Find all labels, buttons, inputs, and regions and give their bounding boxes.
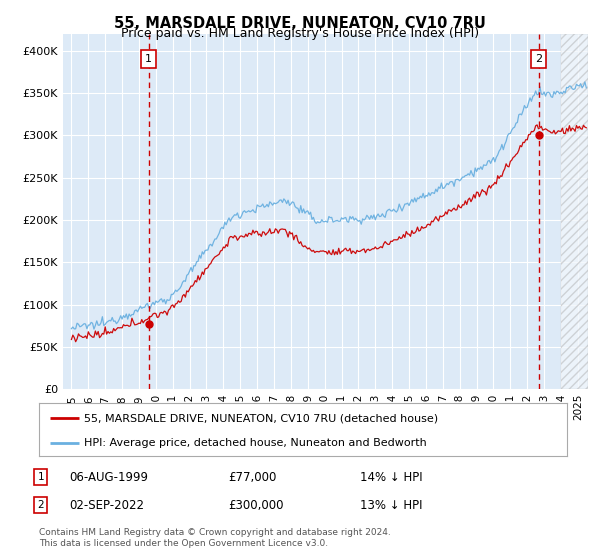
Text: 1: 1 bbox=[145, 54, 152, 64]
Text: 13% ↓ HPI: 13% ↓ HPI bbox=[360, 498, 422, 512]
Text: £77,000: £77,000 bbox=[228, 470, 277, 484]
Text: 1: 1 bbox=[37, 472, 44, 482]
Bar bbox=[561, 34, 588, 389]
Text: Contains HM Land Registry data © Crown copyright and database right 2024.
This d: Contains HM Land Registry data © Crown c… bbox=[39, 528, 391, 548]
Text: 06-AUG-1999: 06-AUG-1999 bbox=[69, 470, 148, 484]
Bar bbox=[561, 34, 588, 389]
Text: 14% ↓ HPI: 14% ↓ HPI bbox=[360, 470, 422, 484]
Text: Price paid vs. HM Land Registry's House Price Index (HPI): Price paid vs. HM Land Registry's House … bbox=[121, 27, 479, 40]
Text: £300,000: £300,000 bbox=[228, 498, 284, 512]
Text: HPI: Average price, detached house, Nuneaton and Bedworth: HPI: Average price, detached house, Nune… bbox=[84, 438, 427, 448]
Text: 2: 2 bbox=[535, 54, 542, 64]
Text: 55, MARSDALE DRIVE, NUNEATON, CV10 7RU: 55, MARSDALE DRIVE, NUNEATON, CV10 7RU bbox=[114, 16, 486, 31]
Text: 2: 2 bbox=[37, 500, 44, 510]
Text: 02-SEP-2022: 02-SEP-2022 bbox=[69, 498, 144, 512]
Text: 55, MARSDALE DRIVE, NUNEATON, CV10 7RU (detached house): 55, MARSDALE DRIVE, NUNEATON, CV10 7RU (… bbox=[84, 413, 438, 423]
